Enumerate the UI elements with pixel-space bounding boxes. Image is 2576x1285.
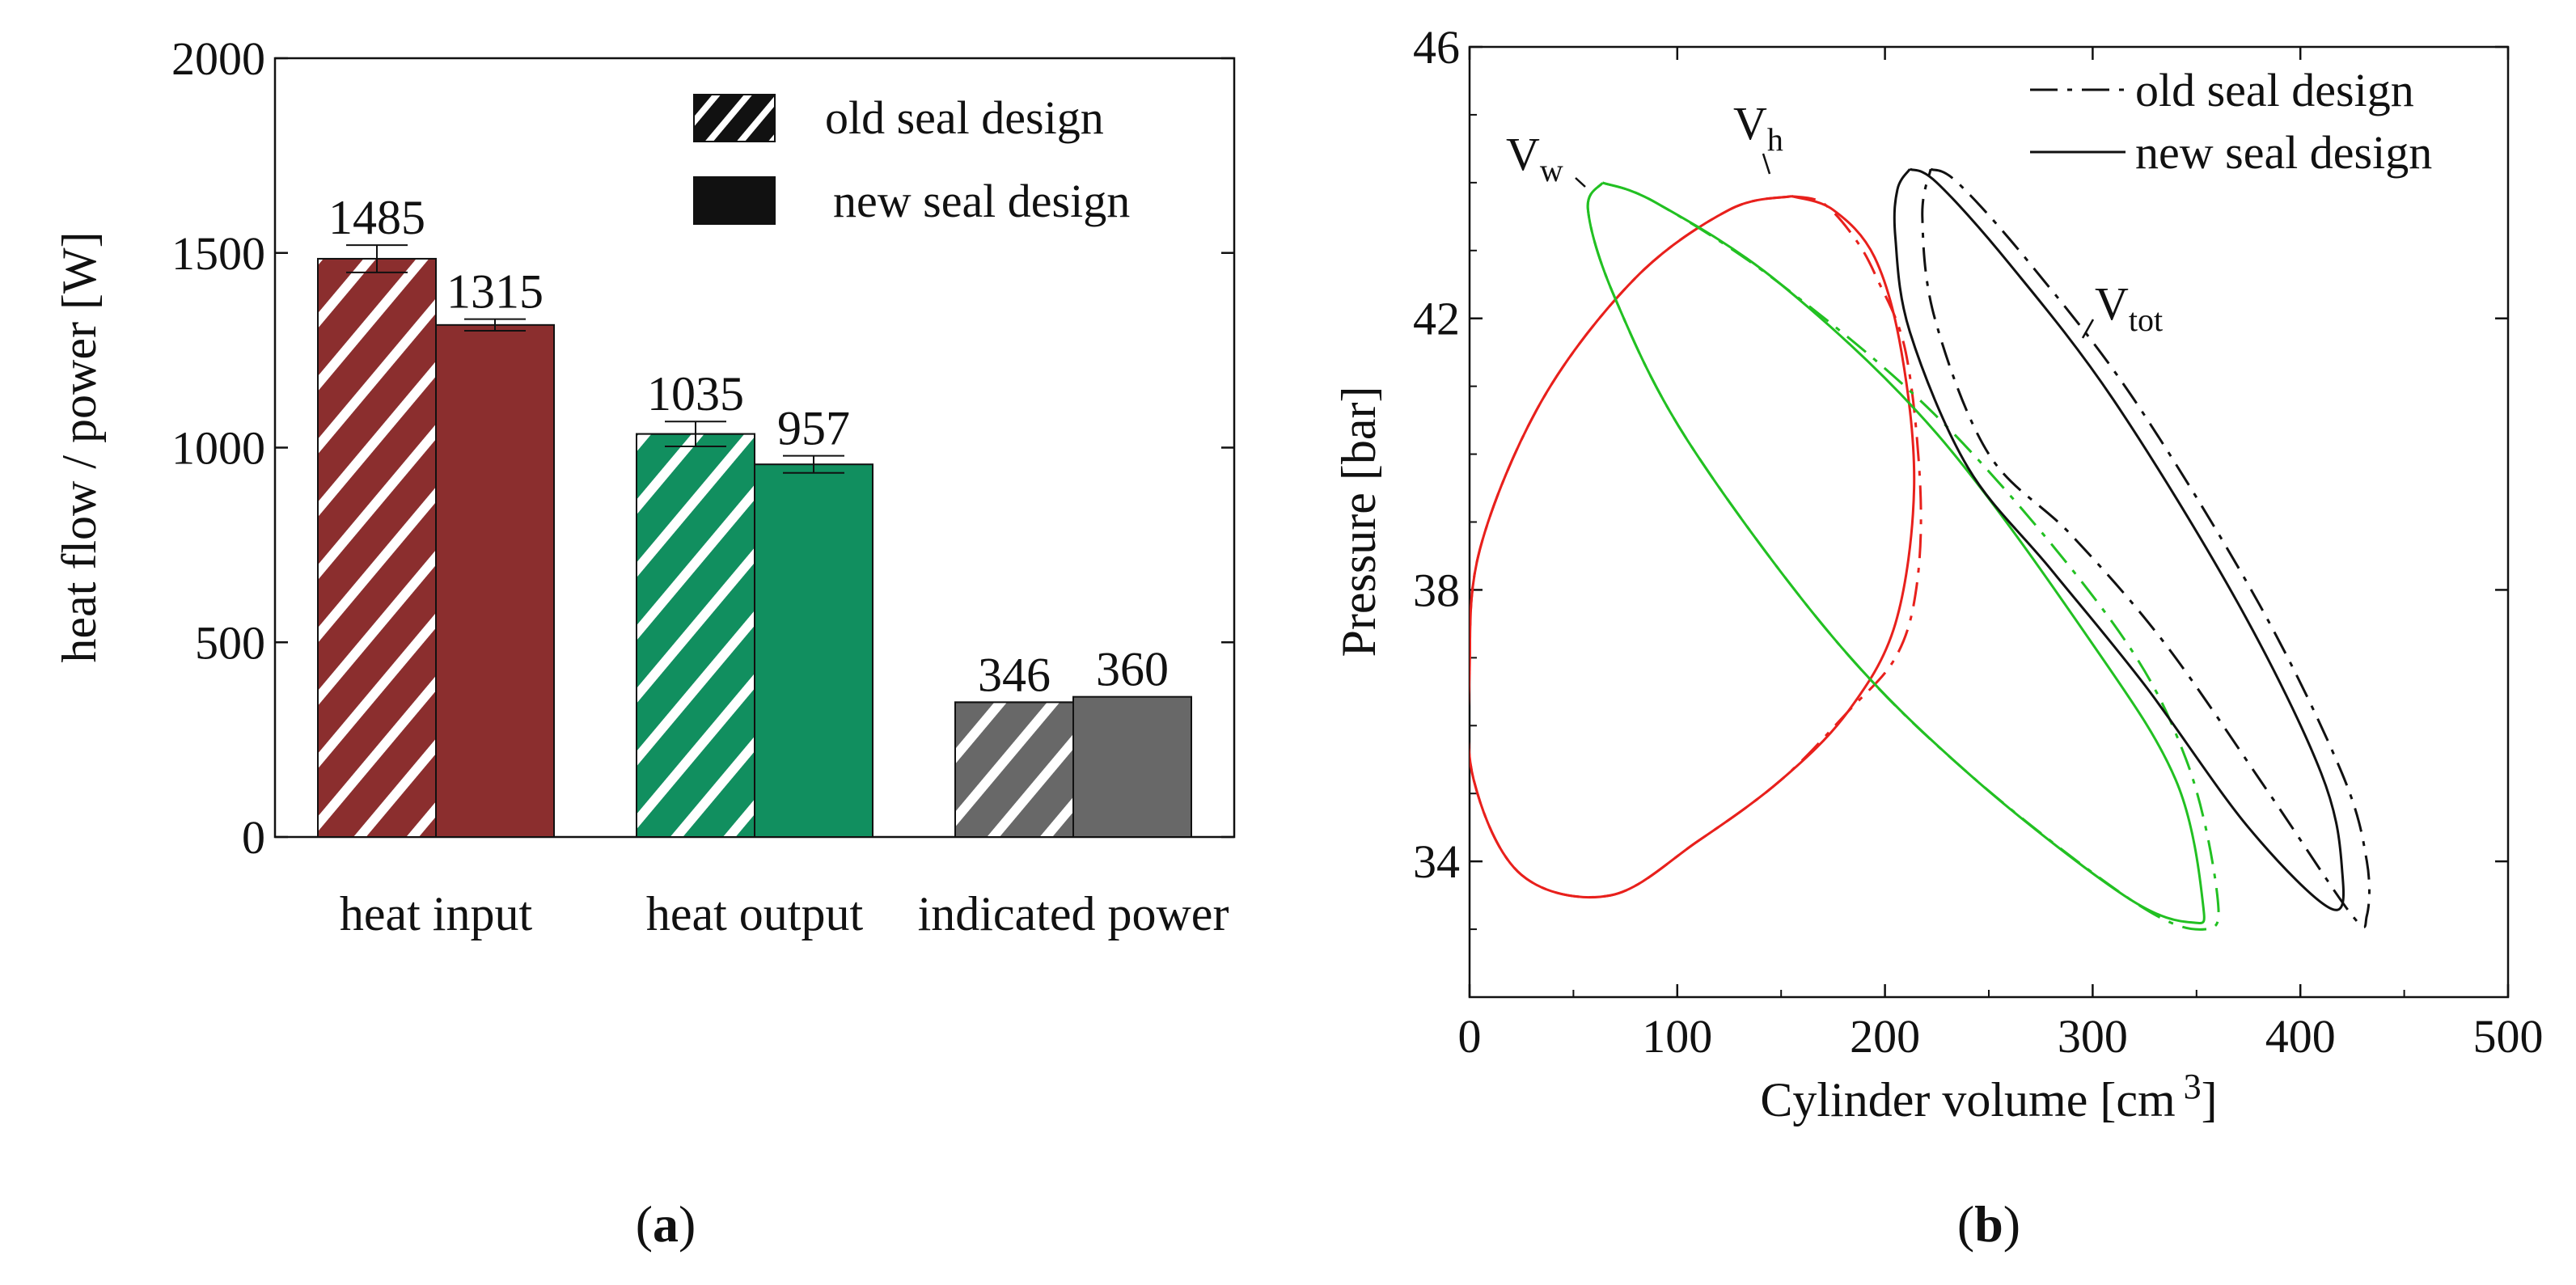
bar-hatch-overlay [955,702,1073,837]
curve-label-vw: Vw [1506,128,1585,188]
bar-value-label: 346 [978,648,1051,701]
bar-chart-panel: 0 500 1000 1500 2000 1485 1315 1035 957 346 360 h… [53,32,1234,1253]
bar-value-label: 957 [777,402,850,455]
y-tick-label: 38 [1413,564,1460,616]
pv-legend: old seal design new seal design [2030,64,2432,179]
panel-label-b: (b) [1957,1195,2020,1253]
x-tick-label: 300 [2058,1010,2128,1063]
legend-swatch-hatched [694,95,775,142]
panel-label-a: (a) [636,1195,696,1253]
svg-text:Vw: Vw [1506,128,1563,188]
pv-curves [1468,169,2369,929]
legend-label-new-b: new seal design [2135,126,2432,179]
bar-value-label: 1485 [328,191,425,244]
bar-category-labels: heat input heat output indicated power [340,887,1229,941]
bar-new [755,464,873,837]
legend-label-old-b: old seal design [2135,64,2414,116]
pv-loop-total-old [1922,169,2370,927]
bar-value-label: 360 [1096,643,1169,696]
bar-new [1073,697,1191,837]
x-tick-label: 0 [1458,1010,1482,1063]
y-tick-label: 0 [242,811,265,864]
figure-canvas: 0500100015002000 148513151035957346 360 h… [0,0,2576,1285]
y-tick-label: 500 [195,616,265,669]
bar-hatch-overlay [637,434,755,837]
category-label: heat input [340,887,533,941]
bar-series [318,245,1191,837]
bar-y-axis-title: heat flow / power [W] [53,231,106,662]
x-tick-label: 400 [2265,1010,2336,1063]
y-tick-label: 46 [1413,21,1460,74]
bar-legend: old seal design new seal design [694,91,1130,227]
pv-loop-hot-new [1468,197,1914,898]
curve-label-vh: Vh [1733,97,1783,174]
pv-y-axis-title: Pressure [bar] [1332,387,1385,657]
pv-x-axis-title: Cylinder volume [cm 3] [1760,1067,2217,1126]
x-tick-label: 200 [1850,1010,1920,1063]
x-tick-label: 100 [1642,1010,1712,1063]
y-tick-label: 42 [1413,293,1460,345]
bar-new [436,325,554,837]
bar-hatch-overlay [318,259,436,837]
category-label: heat output [646,887,864,941]
y-tick-label: 1000 [171,422,265,475]
svg-text:Vh: Vh [1733,97,1783,158]
y-tick-label: 1500 [171,227,265,280]
legend-label-old: old seal design [825,91,1104,144]
y-tick-label: 2000 [171,32,265,85]
svg-text:Vtot: Vtot [2095,277,2163,338]
legend-swatch-solid [694,177,775,224]
y-tick-label: 34 [1413,835,1460,888]
legend-label-new: new seal design [833,175,1130,227]
pv-loop-hot-old [1468,197,1921,898]
curve-label-vtot: Vtot [2083,277,2163,338]
bar-value-label: 1315 [446,265,544,319]
bar-value-label: 1035 [647,367,744,421]
pv-diagram-panel: 0 100 200 300 400 500 34 38 42 46 old seal design… [1332,21,2544,1253]
x-tick-label: 500 [2473,1010,2544,1063]
category-label: indicated power [918,887,1229,941]
